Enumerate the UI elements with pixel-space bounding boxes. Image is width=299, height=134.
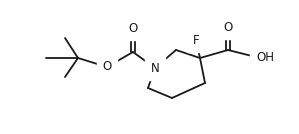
Text: O: O [223,21,233,34]
Text: O: O [128,21,138,34]
Text: F: F [193,34,199,46]
Text: OH: OH [256,51,274,64]
Text: N: N [151,62,159,75]
Text: O: O [102,60,112,74]
